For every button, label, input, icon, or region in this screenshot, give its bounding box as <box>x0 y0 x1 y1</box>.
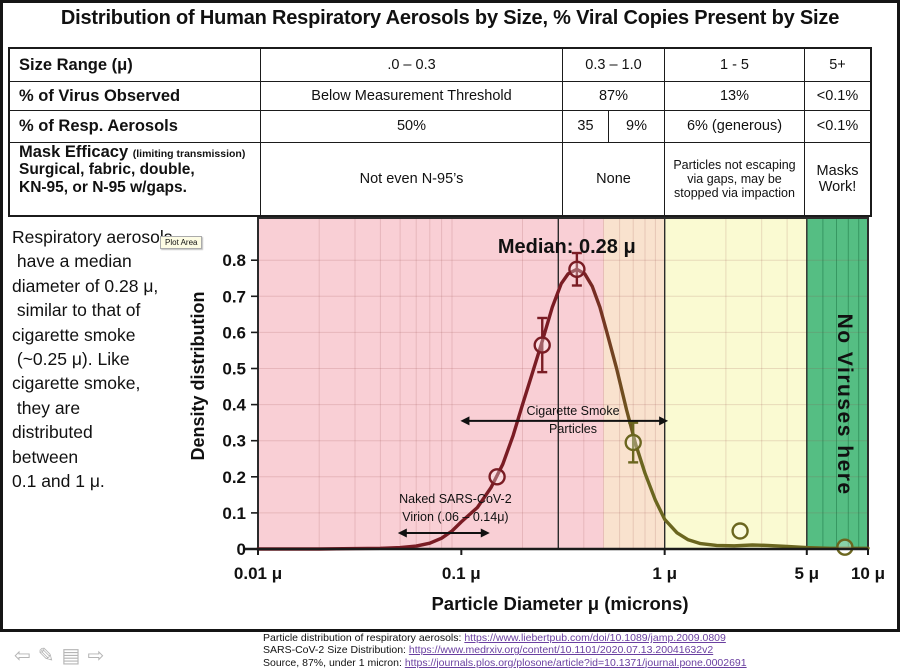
source-line: Particle distribution of respiratory aer… <box>263 632 747 644</box>
slide-menu-icon[interactable]: ▤ <box>61 645 81 667</box>
table-cell: None <box>563 143 665 215</box>
table-cell: 0.3 – 1.0 <box>563 49 665 82</box>
table-row-label: Size Range (μ) <box>10 49 261 82</box>
aerosol-size-table: Size Range (μ) .0 – 0.3 0.3 – 1.0 1 - 5 … <box>8 47 872 217</box>
svg-text:0: 0 <box>237 540 246 559</box>
svg-text:Virion (.06 – 0.14μ): Virion (.06 – 0.14μ) <box>402 510 508 524</box>
svg-text:Naked SARS-CoV-2: Naked SARS-CoV-2 <box>399 492 512 506</box>
table-cell: 5+ <box>805 49 870 82</box>
source-link[interactable]: https://www.medrxiv.org/content/10.1101/… <box>408 644 714 657</box>
back-arrow-icon[interactable]: ⇦ <box>14 645 31 667</box>
svg-text:0.8: 0.8 <box>222 251 246 270</box>
table-cell: Particles not escaping via gaps, may be … <box>665 143 805 215</box>
svg-text:0.7: 0.7 <box>222 287 246 306</box>
table-row-label: Mask Efficacy (limiting transmission) Su… <box>10 143 261 215</box>
mask-types-line2: KN-95, or N-95 w/gaps. <box>19 178 187 196</box>
table-cell: 6% (generous) <box>665 111 805 143</box>
source-link[interactable]: https://www.liebertpub.com/doi/10.1089/j… <box>464 632 726 644</box>
mask-types-line1: Surgical, fabric, double, <box>19 161 195 179</box>
pen-icon[interactable]: ✎ <box>37 645 55 667</box>
table-cell: Below Measurement Threshold <box>261 82 563 111</box>
table-cell: <0.1% <box>805 82 870 111</box>
svg-text:10 μ: 10 μ <box>851 564 885 583</box>
svg-text:Median: 0.28 μ: Median: 0.28 μ <box>498 236 636 258</box>
source-line: SARS-CoV-2 Size Distribution: https://ww… <box>263 644 747 656</box>
source-prefix: Particle distribution of respiratory aer… <box>263 632 465 644</box>
table-cell: 50% <box>261 111 563 143</box>
svg-text:0.01 μ: 0.01 μ <box>234 564 282 583</box>
source-prefix: SARS-CoV-2 Size Distribution: <box>263 644 409 657</box>
aerosol-distribution-chart: 0.01 μ 0.1 μ 1 μ 5 μ 10 μ 0 0.1 0.2 0.3 0.4 0.5 0.6… <box>222 217 885 614</box>
table-cell: .0 – 0.3 <box>261 49 563 82</box>
svg-text:0.6: 0.6 <box>222 323 246 342</box>
table-cell: 35 <box>563 111 609 143</box>
svg-text:5 μ: 5 μ <box>795 564 820 583</box>
source-link[interactable]: https://journals.plos.org/plosone/articl… <box>404 656 747 669</box>
table-row-label: % of Resp. Aerosols <box>10 111 261 143</box>
table-cell: 9% <box>609 111 665 143</box>
table-cell: 1 - 5 <box>665 49 805 82</box>
svg-text:Cigarette Smoke: Cigarette Smoke <box>526 404 619 418</box>
page-title: Distribution of Human Respiratory Aeroso… <box>60 7 840 29</box>
table-cell: <0.1% <box>805 111 870 143</box>
table-row-label: % of Virus Observed <box>10 82 261 111</box>
svg-text:0.1: 0.1 <box>222 504 246 523</box>
svg-text:0.5: 0.5 <box>222 360 246 379</box>
plot-area-tooltip: Plot Area <box>160 236 203 249</box>
source-links: Particle distribution of respiratory aer… <box>263 632 747 669</box>
presentation-controls: ⇦ ✎ ▤ ⇨ <box>14 643 104 668</box>
mask-efficacy-label: Mask Efficacy <box>19 143 129 161</box>
narrative-text: Respiratory aerosols have a median diame… <box>12 227 173 492</box>
forward-arrow-icon[interactable]: ⇨ <box>87 645 105 667</box>
table-cell: Masks Work! <box>816 162 859 195</box>
svg-text:0.4: 0.4 <box>222 396 246 415</box>
svg-text:0.3: 0.3 <box>222 432 246 451</box>
svg-text:No Viruses here: No Viruses here <box>833 314 856 496</box>
svg-text:0.2: 0.2 <box>222 468 246 487</box>
mask-efficacy-note: (limiting transmission) <box>132 148 246 160</box>
source-line: Source, 87%, under 1 micron: https://jou… <box>263 657 747 669</box>
svg-text:Particles: Particles <box>549 422 597 436</box>
table-cell: 87% <box>563 82 665 111</box>
table-cell: 13% <box>665 82 805 111</box>
svg-text:Particle Diameter μ (microns): Particle Diameter μ (microns) <box>431 593 688 614</box>
source-prefix: Source, 87%, under 1 micron: <box>263 656 405 669</box>
svg-text:1 μ: 1 μ <box>652 564 677 583</box>
svg-text:0.1 μ: 0.1 μ <box>442 564 481 583</box>
table-cell: Not even N-95’s <box>261 143 563 215</box>
